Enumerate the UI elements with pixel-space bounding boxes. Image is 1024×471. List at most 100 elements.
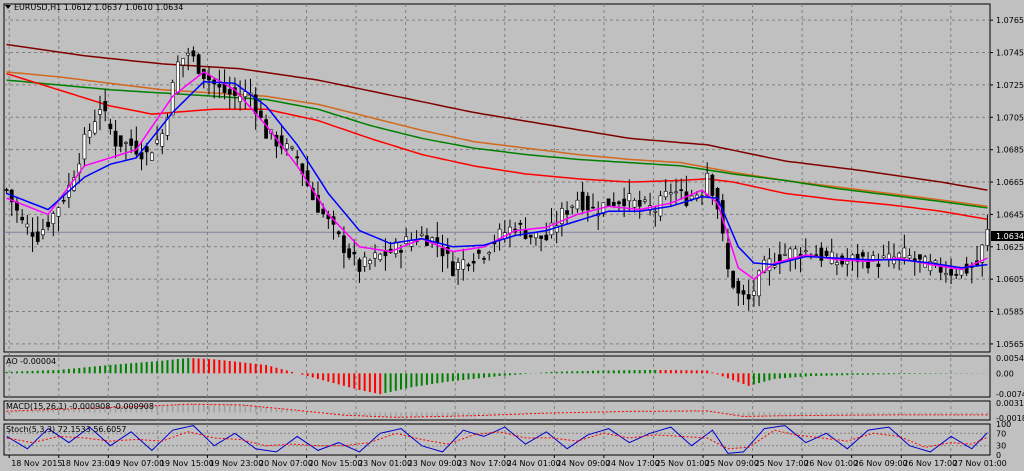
stoch-main-line xyxy=(6,425,988,454)
time-tick-label: 25 Nov 01:00 xyxy=(655,459,709,468)
candle xyxy=(471,253,476,272)
time-tick-label: 25 Nov 09:00 xyxy=(705,459,759,468)
candle xyxy=(259,100,263,121)
candle xyxy=(575,191,580,213)
candle xyxy=(124,140,128,160)
candle xyxy=(580,181,585,215)
candle xyxy=(352,239,357,266)
candle xyxy=(487,250,492,261)
time-tick-label: 24 Nov 09:00 xyxy=(556,459,610,468)
candle xyxy=(731,270,735,290)
long-moving-averages xyxy=(6,43,988,221)
ma-maroon-line xyxy=(6,43,988,191)
candle xyxy=(643,196,647,205)
stoch-tick-label: 70 xyxy=(996,429,1006,438)
price-tick-label: 1.0565 xyxy=(996,340,1024,349)
time-tick-label: 19 Nov 07:00 xyxy=(110,459,164,468)
candle xyxy=(342,226,346,269)
candle xyxy=(4,187,9,195)
time-tick-label: 23 Nov 09:00 xyxy=(408,459,462,468)
candle xyxy=(347,243,351,261)
candle xyxy=(637,190,642,219)
candle xyxy=(155,126,159,146)
candle xyxy=(92,109,97,136)
candle xyxy=(881,244,886,260)
candle xyxy=(227,76,232,109)
chevron-down-icon[interactable] xyxy=(5,5,11,9)
grid xyxy=(3,3,991,456)
candle xyxy=(118,135,123,153)
candle xyxy=(803,238,808,258)
stoch-tick-label: 0 xyxy=(996,451,1001,460)
candle xyxy=(378,252,383,262)
time-tick-label: 23 Nov 17:00 xyxy=(457,459,511,468)
candle xyxy=(617,200,621,212)
time-tick-label: 19 Nov 15:00 xyxy=(160,459,214,468)
candle xyxy=(752,279,756,307)
ao-panel: AO -0.00004 xyxy=(5,357,989,395)
candle xyxy=(949,258,953,285)
candle xyxy=(741,284,746,305)
candle xyxy=(912,251,917,276)
stoch-tick-label: 100 xyxy=(996,420,1011,429)
candle xyxy=(632,198,637,213)
macd-panel: MACD(15,26,1) -0.000908 -0.000908 xyxy=(5,402,989,418)
macd-tick-label: -0.00183 xyxy=(996,414,1024,423)
candle xyxy=(82,127,87,167)
candle xyxy=(772,252,777,270)
panel-frame-1 xyxy=(3,355,991,398)
candle xyxy=(845,248,850,277)
stoch-panel: Stoch(5,3,3) 72.1533 56.6057 xyxy=(4,425,990,454)
candle xyxy=(585,192,590,222)
time-tick-label: 24 Nov 01:00 xyxy=(507,459,561,468)
stoch-signal-line xyxy=(6,429,988,450)
price-tick-label: 1.0665 xyxy=(996,178,1024,187)
ma-orange-line xyxy=(6,71,988,208)
time-tick-label: 24 Nov 17:00 xyxy=(606,459,660,468)
time-tick-label: 26 Nov 09:00 xyxy=(854,459,908,468)
candle xyxy=(362,251,367,272)
ao-tick-label: -0.00746 xyxy=(996,390,1024,399)
candle xyxy=(451,251,455,277)
ao-tick-label: 0.00549 xyxy=(996,354,1024,363)
candle xyxy=(181,58,185,78)
price-tick-label: 1.0725 xyxy=(996,81,1024,90)
candle xyxy=(150,151,154,161)
candle xyxy=(954,268,959,279)
current-price-tag xyxy=(991,231,1024,241)
candle xyxy=(611,192,616,208)
time-tick-label: 20 Nov 15:00 xyxy=(309,459,363,468)
candle xyxy=(746,279,751,311)
candle xyxy=(918,254,922,273)
candle xyxy=(279,126,284,155)
ao-tick-label: 0.00 xyxy=(996,369,1014,378)
candle xyxy=(560,202,564,237)
candle xyxy=(622,187,626,218)
panel-frame-2 xyxy=(3,400,991,421)
time-tick-label: 23 Nov 01:00 xyxy=(358,459,412,468)
candle xyxy=(336,230,341,238)
candle xyxy=(295,150,300,167)
candle xyxy=(835,253,839,276)
candle xyxy=(368,258,372,271)
candle xyxy=(217,69,222,99)
candle xyxy=(824,247,829,258)
candle xyxy=(627,179,632,212)
candle xyxy=(456,257,460,285)
candle xyxy=(440,234,445,273)
price-tick-label: 1.0585 xyxy=(996,308,1024,317)
price-tick-label: 1.0705 xyxy=(996,113,1024,122)
ma-red-line xyxy=(6,72,988,221)
candle xyxy=(399,244,403,269)
candle xyxy=(570,204,575,215)
price-tick-label: 1.0765 xyxy=(996,16,1024,25)
candle xyxy=(290,145,294,151)
candle xyxy=(544,222,549,242)
candle xyxy=(518,219,523,237)
candle xyxy=(591,193,595,209)
candle xyxy=(186,47,191,71)
time-tick-label: 27 Nov 01:00 xyxy=(953,459,1007,468)
price-tick-label: 1.0685 xyxy=(996,146,1024,155)
price-tick-label: 1.0645 xyxy=(996,210,1024,219)
